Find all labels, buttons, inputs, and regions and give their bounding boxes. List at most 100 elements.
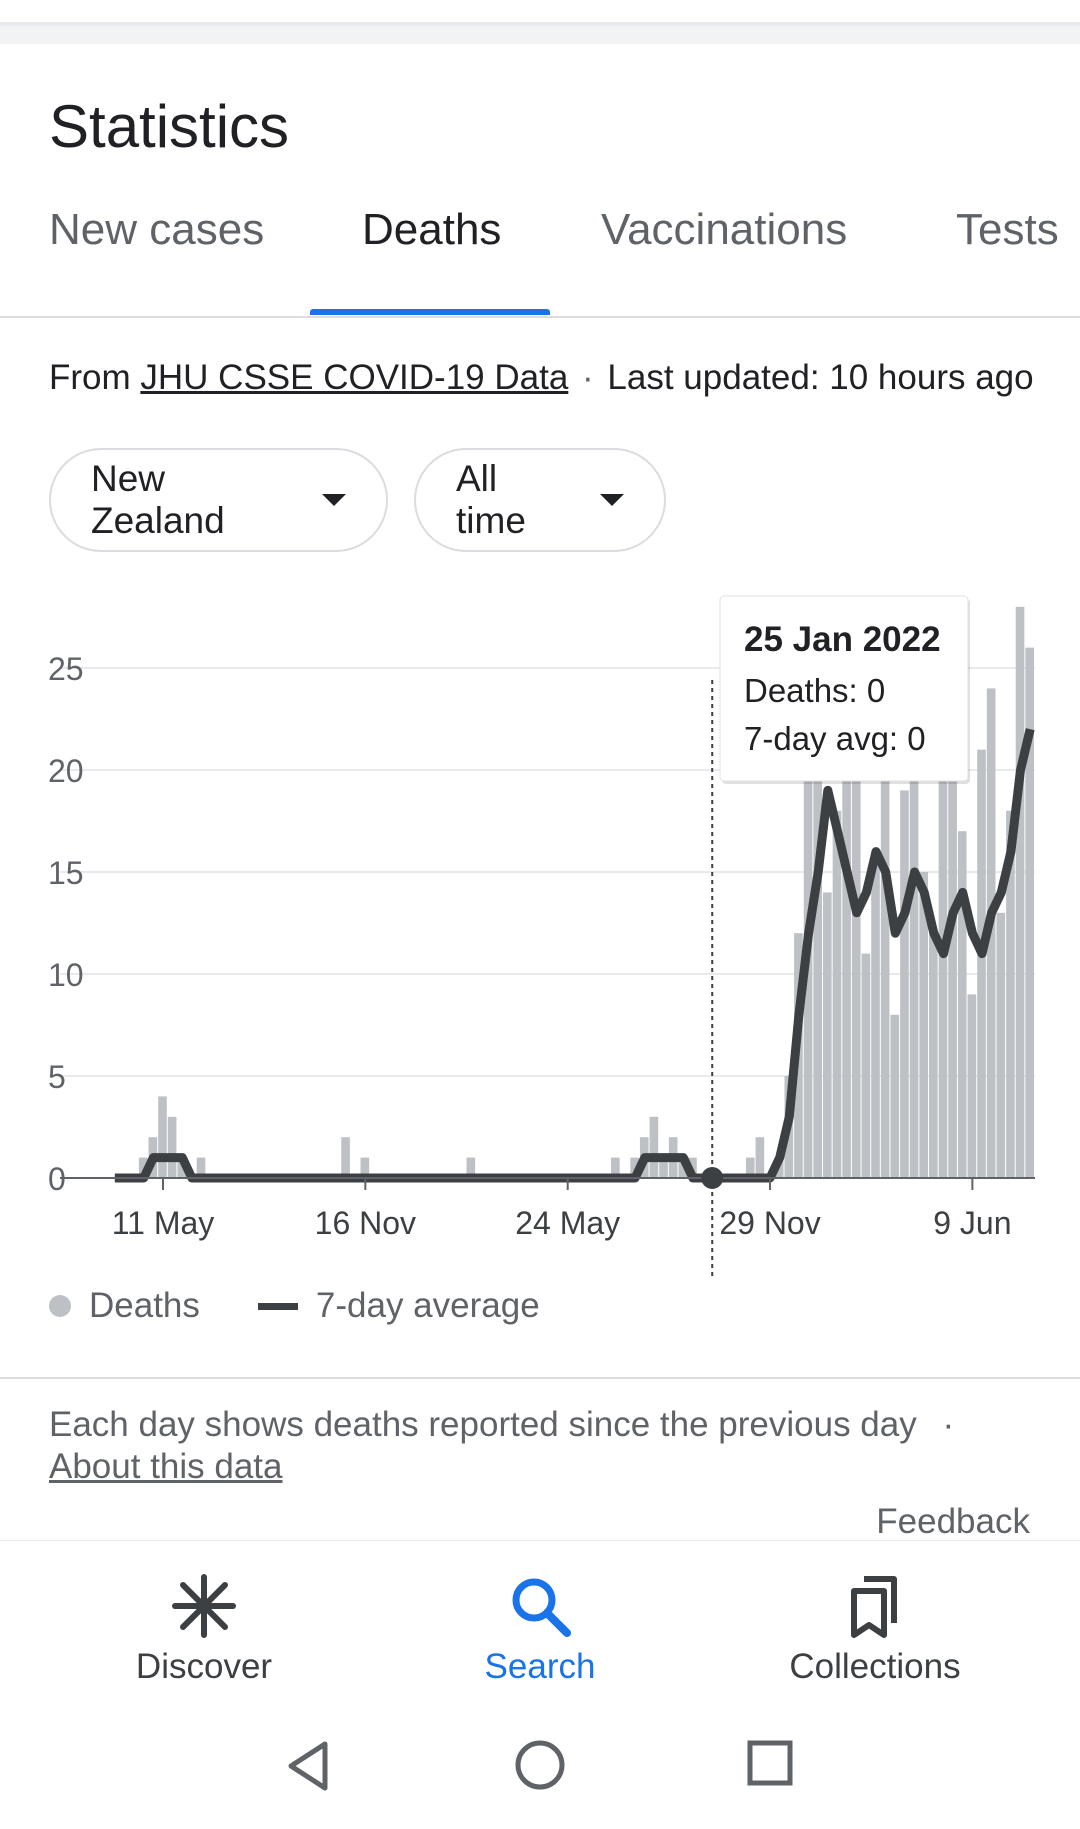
note-text: Each day shows deaths reported since the… bbox=[49, 1405, 917, 1444]
x-tick-label: 9 Jun bbox=[933, 1205, 1011, 1241]
tooltip-date: 25 Jan 2022 bbox=[744, 620, 941, 659]
bar bbox=[196, 1157, 206, 1178]
tab-tests[interactable]: Tests bbox=[956, 205, 1059, 254]
back-triangle-icon[interactable] bbox=[283, 1738, 333, 1794]
legend-deaths-swatch bbox=[49, 1295, 71, 1317]
top-shadow bbox=[0, 26, 1080, 44]
legend-deaths-label: Deaths bbox=[89, 1286, 200, 1325]
note-separator: · bbox=[942, 1405, 955, 1444]
source-separator: · bbox=[582, 358, 594, 397]
bar bbox=[938, 770, 948, 1178]
tab-new-cases[interactable]: New cases bbox=[49, 205, 265, 254]
bar bbox=[360, 1157, 370, 1178]
bar bbox=[630, 1157, 639, 1178]
bottom-navigation: Discover Search Collections bbox=[0, 1540, 1080, 1691]
top-strip bbox=[0, 0, 1080, 44]
source-prefix: From bbox=[49, 358, 131, 397]
x-tick-label: 24 May bbox=[515, 1205, 620, 1241]
deaths-chart[interactable]: 0 5 10 15 20 25 11 May 16 Nov 24 May 29 Nov 9 Jun 2… bbox=[0, 590, 1080, 1290]
x-tick-label: 29 Nov bbox=[719, 1205, 820, 1241]
legend-average-swatch bbox=[257, 1302, 298, 1310]
bar bbox=[880, 729, 890, 1178]
bar bbox=[659, 1157, 668, 1178]
nav-search-label: Search bbox=[484, 1647, 596, 1686]
time-range-value: All time bbox=[456, 458, 526, 541]
nav-discover[interactable]: Discover bbox=[74, 1571, 334, 1687]
y-tick-label: 15 bbox=[48, 855, 84, 891]
chevron-down-icon bbox=[322, 494, 346, 506]
feedback-link[interactable]: Feedback bbox=[876, 1502, 1030, 1541]
x-tick-label: 11 May bbox=[112, 1205, 215, 1241]
top-divider bbox=[0, 22, 1080, 26]
tab-deaths[interactable]: Deaths bbox=[362, 205, 502, 254]
system-navigation-bar bbox=[0, 1710, 1080, 1829]
y-tick-label: 20 bbox=[48, 753, 84, 789]
chart-legend: Deaths 7-day average bbox=[49, 1286, 540, 1326]
bar bbox=[138, 1157, 148, 1178]
bar bbox=[842, 627, 851, 1178]
hover-point bbox=[701, 1167, 724, 1189]
last-updated: Last updated: 10 hours ago bbox=[607, 358, 1034, 397]
bar bbox=[1015, 606, 1025, 1178]
bar bbox=[611, 1157, 620, 1178]
bar bbox=[996, 912, 1006, 1178]
bar bbox=[177, 1157, 187, 1178]
home-circle-icon[interactable] bbox=[513, 1738, 567, 1792]
bar bbox=[167, 1116, 177, 1178]
active-tab-indicator bbox=[310, 309, 550, 315]
bar bbox=[158, 1096, 167, 1178]
bar bbox=[813, 668, 823, 1178]
region-value: New Zealand bbox=[91, 458, 225, 541]
tooltip-average: 7-day avg: 0 bbox=[744, 720, 926, 757]
about-this-data-link[interactable]: About this data bbox=[49, 1447, 283, 1486]
y-tick-label: 5 bbox=[48, 1059, 66, 1095]
nav-search[interactable]: Search bbox=[410, 1571, 670, 1687]
chevron-down-icon bbox=[600, 494, 624, 506]
recents-square-icon[interactable] bbox=[745, 1738, 795, 1788]
legend-average-label: 7-day average bbox=[315, 1286, 540, 1325]
asterisk-icon bbox=[172, 1574, 236, 1638]
bar bbox=[466, 1157, 476, 1178]
bar bbox=[341, 1137, 350, 1178]
source-link[interactable]: JHU CSSE COVID-19 Data bbox=[140, 358, 569, 397]
bar bbox=[649, 1116, 659, 1178]
nav-collections[interactable]: Collections bbox=[745, 1571, 1005, 1687]
bar bbox=[823, 892, 832, 1178]
bar bbox=[678, 1157, 688, 1178]
bar bbox=[871, 851, 880, 1178]
bar bbox=[957, 831, 967, 1178]
tooltip-box bbox=[719, 595, 969, 782]
tab-vaccinations[interactable]: Vaccinations bbox=[601, 205, 848, 254]
nav-collections-label: Collections bbox=[789, 1647, 961, 1686]
bar bbox=[851, 770, 861, 1178]
bar bbox=[977, 749, 986, 1178]
bar bbox=[861, 953, 871, 1178]
page-title: Statistics bbox=[49, 93, 290, 160]
bar bbox=[929, 933, 938, 1178]
x-tick-label: 16 Nov bbox=[315, 1205, 416, 1241]
deaths-chart-svg: 0 5 10 15 20 25 11 May 16 Nov 24 May 29 Nov 9 Jun 2… bbox=[48, 595, 1035, 1280]
bar bbox=[745, 1157, 755, 1178]
tab-bar: New cases Deaths Vaccinations Tests bbox=[0, 205, 1080, 317]
bar bbox=[890, 1014, 900, 1178]
tooltip-deaths: Deaths: 0 bbox=[744, 672, 885, 709]
search-icon bbox=[512, 1578, 571, 1637]
bar bbox=[755, 1137, 765, 1178]
y-tick-label: 25 bbox=[48, 651, 84, 687]
bar bbox=[832, 810, 842, 1178]
nav-discover-label: Discover bbox=[135, 1647, 273, 1686]
y-tick-label: 0 bbox=[48, 1161, 66, 1197]
y-tick-label: 10 bbox=[48, 957, 84, 993]
bar bbox=[900, 790, 909, 1178]
region-dropdown[interactable]: New Zealand bbox=[49, 448, 388, 552]
bar bbox=[919, 872, 929, 1178]
bar bbox=[967, 994, 977, 1178]
time-range-dropdown[interactable]: All time bbox=[414, 448, 666, 552]
bar bbox=[909, 668, 919, 1178]
section-divider bbox=[0, 1377, 1080, 1379]
bar bbox=[948, 708, 957, 1178]
bar bbox=[1006, 810, 1015, 1178]
data-note: Each day shows deaths reported since the… bbox=[49, 1404, 1049, 1488]
bar bbox=[1025, 647, 1034, 1178]
collections-icon bbox=[851, 1576, 897, 1638]
